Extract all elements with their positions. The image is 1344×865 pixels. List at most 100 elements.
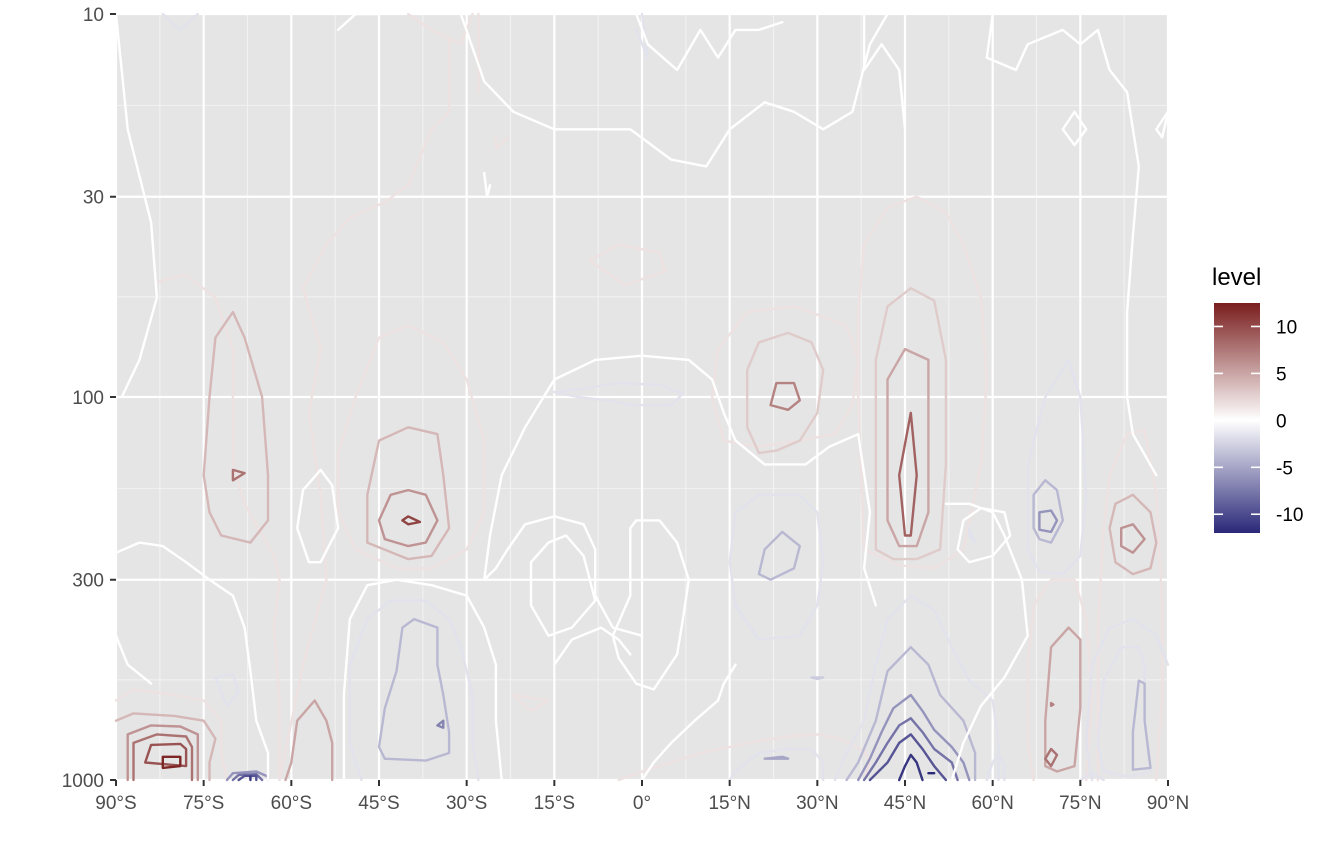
y-tick-label: 1000 xyxy=(62,771,104,792)
legend-tick-label: -5 xyxy=(1276,458,1293,479)
x-tick-label: 75°S xyxy=(183,793,224,814)
contour-line xyxy=(868,733,948,782)
contour-line xyxy=(588,243,667,287)
contour-line xyxy=(862,12,907,131)
contour-line xyxy=(1096,428,1164,782)
contour-line xyxy=(202,310,270,544)
contour-line xyxy=(1026,358,1088,576)
legend-title: level xyxy=(1212,264,1261,291)
contour-line xyxy=(1131,679,1152,771)
contour-line xyxy=(348,599,480,782)
contour-line xyxy=(635,12,784,72)
contour-line xyxy=(845,646,977,782)
contour-line xyxy=(1155,110,1170,139)
contour-line xyxy=(483,171,492,198)
legend-tick-label: -10 xyxy=(1276,505,1303,526)
contour-line xyxy=(1061,110,1088,147)
legend-tick-label: 10 xyxy=(1276,317,1297,338)
y-tick-label: 300 xyxy=(72,571,104,592)
contour-line xyxy=(956,506,1012,564)
x-tick-label: 90°N xyxy=(1147,793,1189,814)
contour-line xyxy=(114,634,153,685)
contour-line xyxy=(114,688,229,782)
contour-line xyxy=(436,719,445,729)
contour-line xyxy=(132,733,194,782)
legend-ticks: 10 5 0 -5 -10 xyxy=(1214,317,1303,526)
contour-line xyxy=(342,578,503,782)
legend-tick-label: 0 xyxy=(1276,411,1287,432)
contour-line xyxy=(214,673,240,707)
contour-line xyxy=(728,493,825,641)
contour-line xyxy=(1096,646,1152,778)
contour-line xyxy=(862,717,959,782)
contour-line xyxy=(161,755,182,770)
x-axis: 90°S 75°S 60°S 45°S 30°S 15°S 0° 15°N 30°N 45°N 60… xyxy=(95,780,1189,814)
contour-line xyxy=(401,515,422,526)
contour-lines xyxy=(114,12,1170,782)
x-tick-label: 45°S xyxy=(358,793,399,814)
contour-line xyxy=(161,12,199,32)
contour-line xyxy=(833,594,1000,782)
contour-line xyxy=(968,526,977,544)
contour-line xyxy=(296,468,340,564)
contour-line xyxy=(553,626,632,666)
contour-line xyxy=(231,772,264,782)
contour-line xyxy=(114,712,217,782)
contour-line xyxy=(886,347,930,548)
contour-line xyxy=(857,195,988,570)
contour-line xyxy=(1026,578,1094,782)
y-tick-label: 10 xyxy=(83,5,104,26)
contour-line xyxy=(366,426,451,561)
contour-line xyxy=(635,12,649,59)
contour-line xyxy=(640,663,737,782)
contour-line xyxy=(512,693,550,713)
x-tick-label: 90°S xyxy=(95,793,136,814)
contour-line xyxy=(483,354,877,607)
contour-line xyxy=(155,273,281,782)
x-tick-label: 0° xyxy=(633,793,651,814)
contour-line xyxy=(1120,523,1146,554)
contour-line xyxy=(1108,493,1158,576)
contour-line xyxy=(336,12,381,32)
x-tick-label: 75°N xyxy=(1059,793,1101,814)
contour-line xyxy=(898,411,918,537)
contour-line xyxy=(494,136,509,151)
contour-line xyxy=(769,381,801,411)
contour-line xyxy=(728,747,825,782)
x-tick-label: 30°N xyxy=(796,793,838,814)
contour-line xyxy=(763,755,790,760)
legend: level 10 5 0 -5 -10 xyxy=(1212,264,1303,533)
contour-line xyxy=(336,324,486,570)
contour-line xyxy=(483,515,644,637)
contour-line xyxy=(898,753,924,782)
contour-line xyxy=(1044,747,1059,768)
contour-line xyxy=(857,693,971,782)
contour-line xyxy=(1079,772,1105,782)
x-tick-label: 60°N xyxy=(971,793,1013,814)
contour-line xyxy=(114,541,270,782)
contour-line xyxy=(617,733,872,782)
contour-line xyxy=(985,751,1006,782)
contour-line xyxy=(1085,617,1170,782)
contour-line xyxy=(757,530,801,581)
contour-line xyxy=(553,381,685,407)
contour-line xyxy=(1049,701,1055,707)
x-tick-label: 45°N xyxy=(884,793,926,814)
x-tick-label: 15°N xyxy=(708,793,750,814)
y-tick-label: 100 xyxy=(72,388,104,409)
contour-line xyxy=(377,617,451,762)
x-tick-label: 30°S xyxy=(446,793,487,814)
contour-line xyxy=(231,468,246,482)
contour-line xyxy=(126,724,199,782)
contour-line xyxy=(1044,626,1082,773)
legend-tick-label: 5 xyxy=(1276,364,1287,385)
contour-line xyxy=(1032,479,1064,544)
contour-line xyxy=(284,699,334,782)
y-axis: 10 30 100 300 1000 xyxy=(62,5,116,792)
contour-line xyxy=(985,12,1158,477)
contour-line xyxy=(278,36,451,782)
contour-line xyxy=(810,676,825,681)
contour-line xyxy=(377,488,439,548)
contour-line xyxy=(746,331,825,455)
